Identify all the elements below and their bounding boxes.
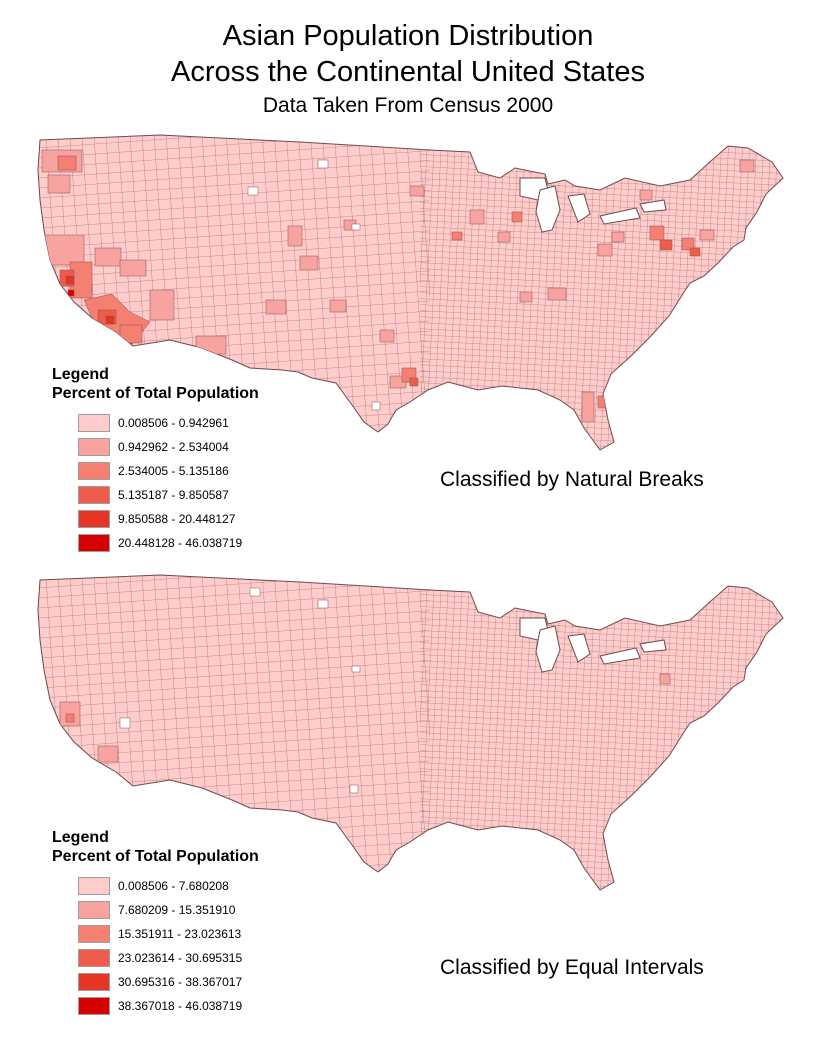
legend-items: 0.008506 - 7.680208 7.680209 - 15.351910…: [78, 874, 259, 1018]
legend-subtitle: Percent of Total Population: [52, 385, 259, 402]
legend-item: 20.448128 - 46.038719: [78, 531, 259, 555]
legend-label: 7.680209 - 15.351910: [118, 903, 236, 917]
legend-swatch: [78, 510, 110, 528]
legend-item: 23.023614 - 30.695315: [78, 946, 259, 970]
legend-swatch: [78, 973, 110, 991]
legend-label: 20.448128 - 46.038719: [118, 536, 243, 550]
legend-swatch: [78, 997, 110, 1015]
legend-label: 0.942962 - 2.534004: [118, 440, 229, 454]
legend-items: 0.008506 - 0.942961 0.942962 - 2.534004 …: [78, 411, 259, 555]
legend-label: 2.534005 - 5.135186: [118, 464, 229, 478]
legend-item: 5.135187 - 9.850587: [78, 483, 259, 507]
legend-label: 0.008506 - 0.942961: [118, 416, 229, 430]
equal-intervals-map: [37, 574, 784, 891]
legend-subtitle: Percent of Total Population: [52, 848, 259, 865]
legend-swatch: [78, 925, 110, 943]
legend-item: 0.008506 - 7.680208: [78, 874, 259, 898]
legend-title: Legend: [52, 366, 109, 383]
map-title-block: Asian Population Distribution Across the…: [0, 18, 816, 120]
legend-swatch: [78, 534, 110, 552]
title-line-1: Asian Population Distribution: [222, 20, 594, 52]
legend-item: 7.680209 - 15.351910: [78, 898, 259, 922]
title-line-2: Across the Continental United States: [171, 56, 645, 88]
legend-item: 0.008506 - 0.942961: [78, 411, 259, 435]
legend-label: 30.695316 - 38.367017: [118, 975, 243, 989]
map-subtitle: Data Taken From Census 2000: [262, 94, 554, 117]
legend-swatch: [78, 949, 110, 967]
classification-label: Classified by Equal Intervals: [440, 956, 704, 979]
legend-swatch: [78, 877, 110, 895]
classification-label: Classified by Natural Breaks: [440, 468, 704, 491]
legend-label: 5.135187 - 9.850587: [118, 488, 229, 502]
legend-label: 0.008506 - 7.680208: [118, 879, 229, 893]
legend-swatch: [78, 438, 110, 456]
legend-item: 15.351911 - 23.023613: [78, 922, 259, 946]
legend-item: 38.367018 - 46.038719: [78, 994, 259, 1018]
legend-item: 0.942962 - 2.534004: [78, 435, 259, 459]
legend-swatch: [78, 486, 110, 504]
legend-item: 9.850588 - 20.448127: [78, 507, 259, 531]
legend-item: 2.534005 - 5.135186: [78, 459, 259, 483]
legend-title: Legend: [52, 829, 109, 846]
natural-breaks-map: [37, 134, 784, 451]
equal-intervals-legend: Legend Percent of Total Population 0.008…: [52, 828, 259, 1018]
legend-label: 23.023614 - 30.695315: [118, 951, 243, 965]
legend-swatch: [78, 901, 110, 919]
legend-swatch: [78, 462, 110, 480]
legend-item: 30.695316 - 38.367017: [78, 970, 259, 994]
legend-label: 38.367018 - 46.038719: [118, 999, 243, 1013]
legend-label: 15.351911 - 23.023613: [118, 927, 242, 941]
legend-label: 9.850588 - 20.448127: [118, 512, 236, 526]
natural-breaks-legend: Legend Percent of Total Population 0.008…: [52, 365, 259, 555]
legend-swatch: [78, 414, 110, 432]
